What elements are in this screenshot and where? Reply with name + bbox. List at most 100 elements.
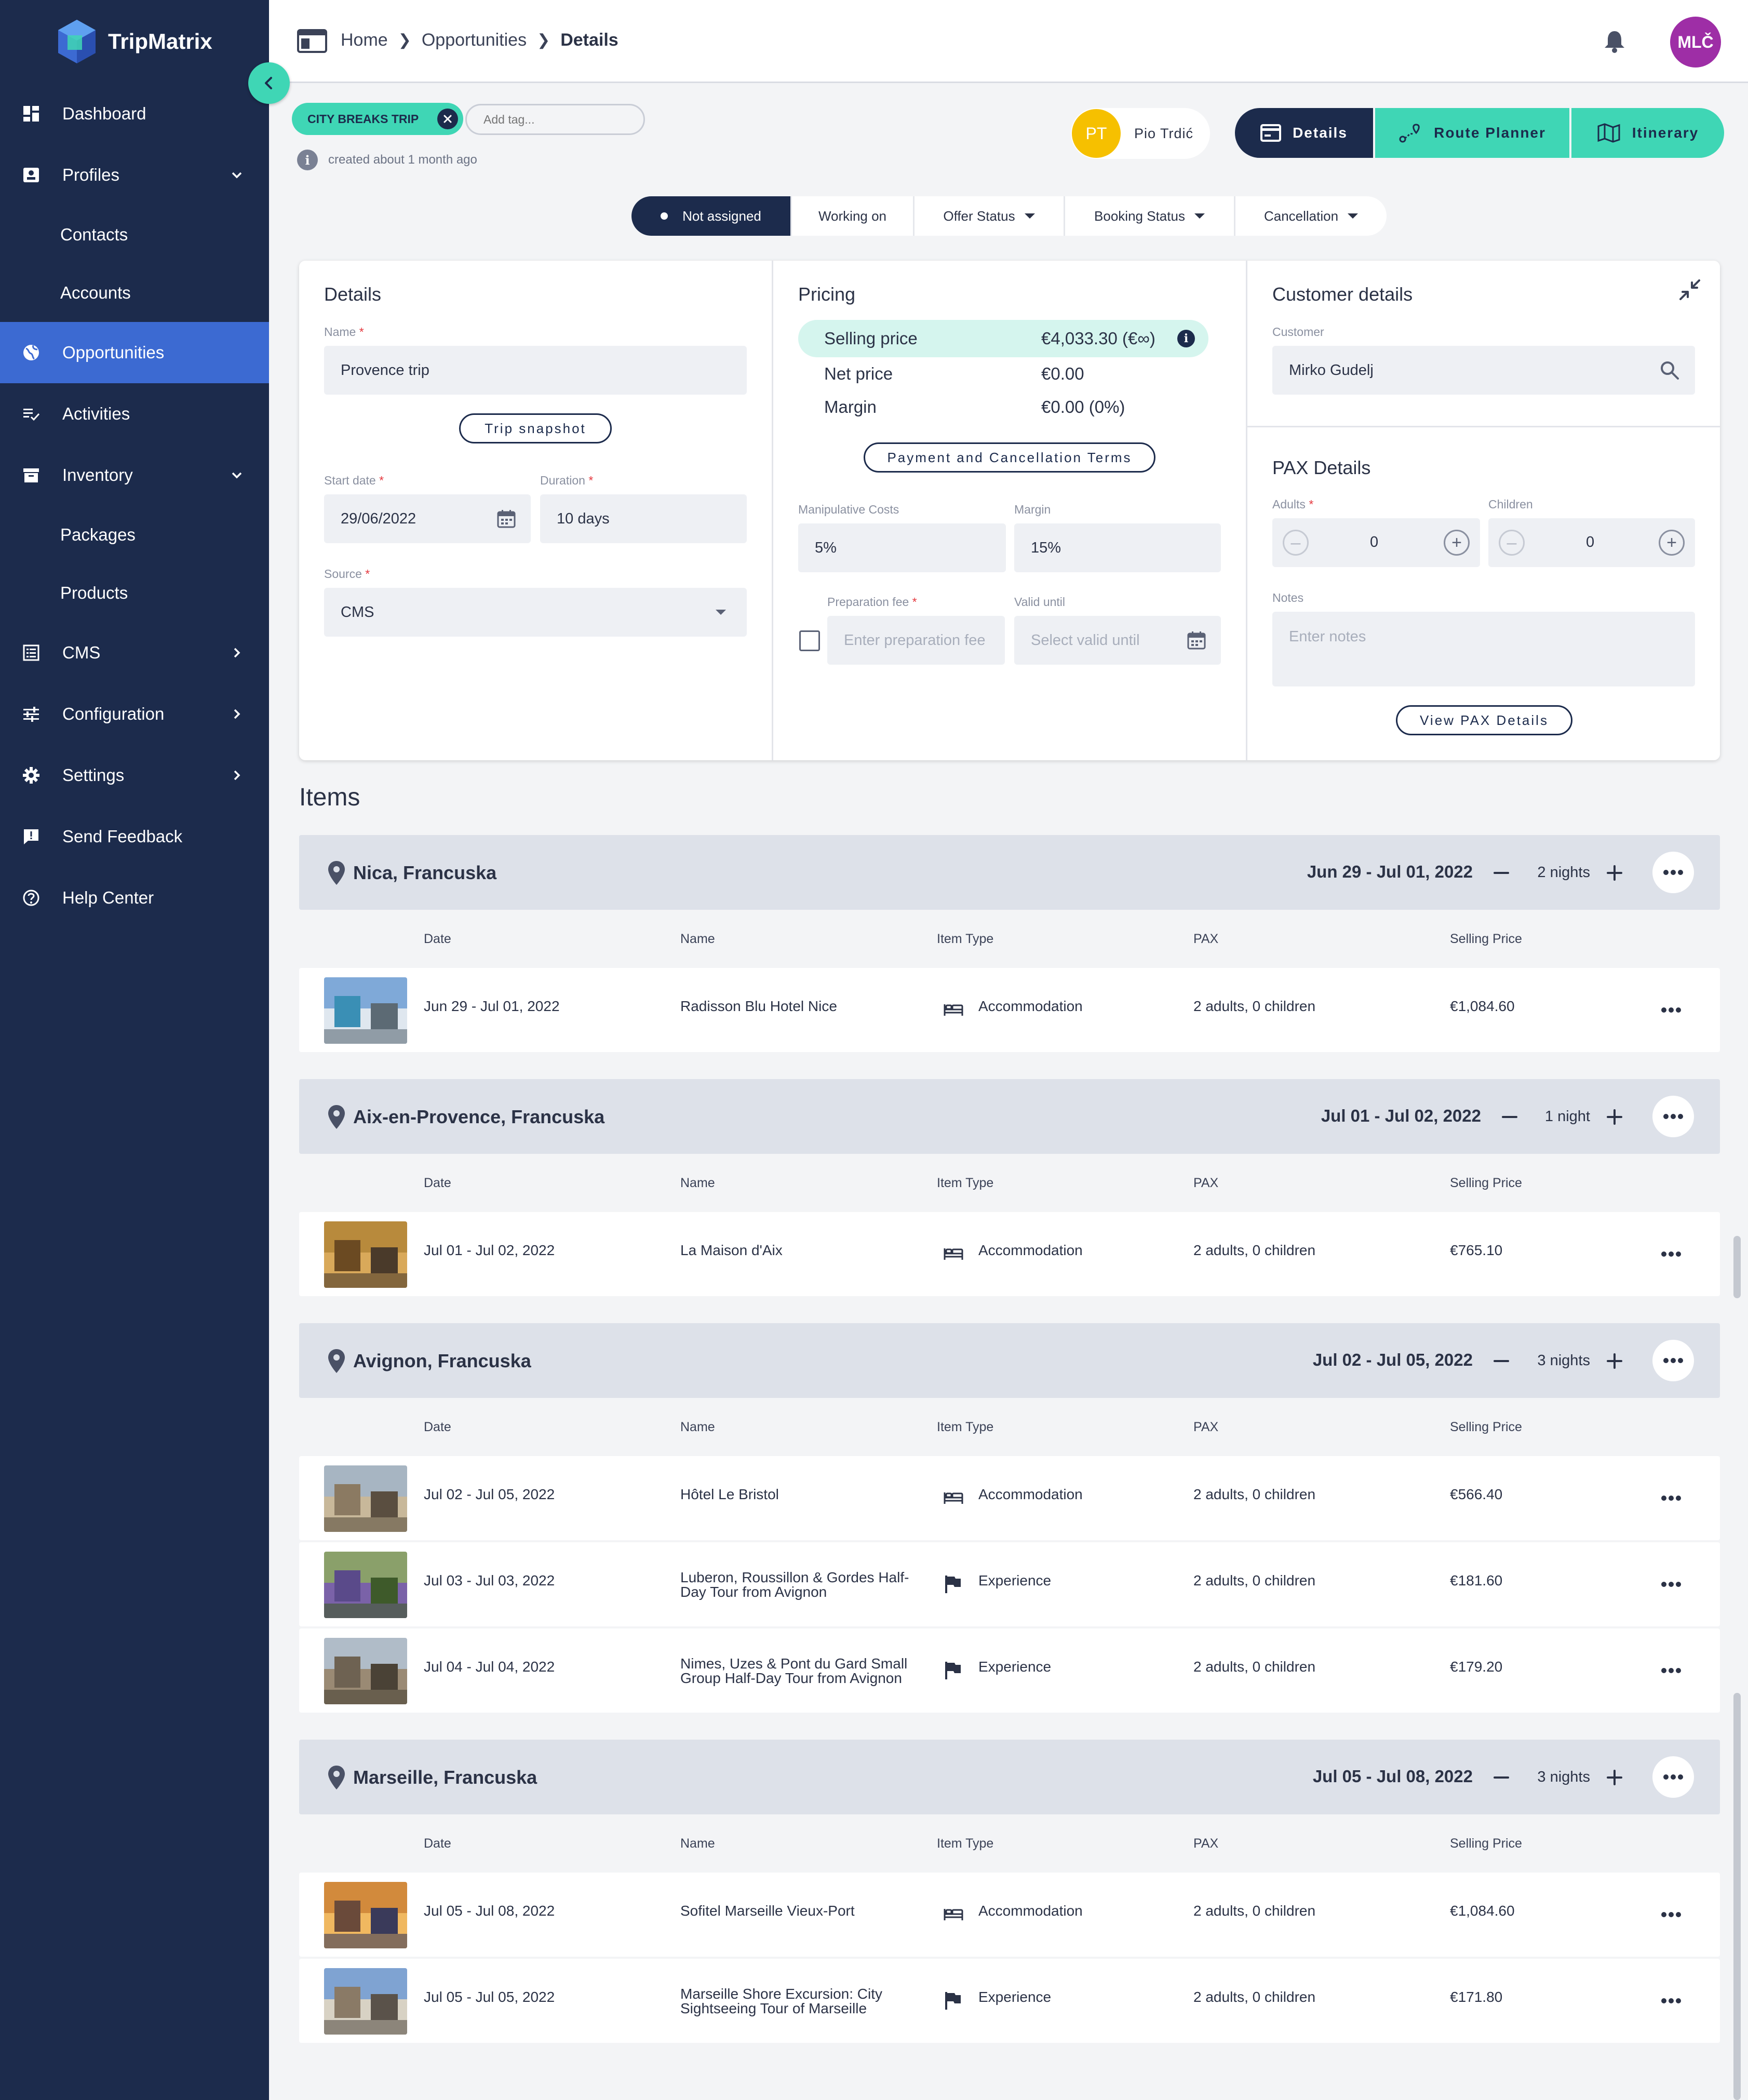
trip-snapshot-button[interactable]: Trip snapshot: [459, 413, 612, 443]
sidebar-item-dashboard[interactable]: Dashboard: [0, 83, 269, 144]
tab-route-planner[interactable]: Route Planner: [1375, 108, 1569, 158]
breadcrumb-home[interactable]: Home: [341, 30, 388, 50]
calendar-icon[interactable]: [1187, 630, 1206, 650]
manipulative-costs-input[interactable]: 5%: [798, 523, 1006, 572]
item-name[interactable]: Sofitel Marseille Vieux-Port: [680, 1903, 855, 1919]
collapse-arrows-icon[interactable]: [1678, 278, 1701, 301]
more-horizontal-icon[interactable]: [1661, 1998, 1682, 2004]
view-pax-details-button[interactable]: View PAX Details: [1396, 705, 1572, 735]
more-horizontal-icon[interactable]: [1661, 1251, 1682, 1257]
group-more-button[interactable]: [1652, 1096, 1694, 1137]
column-date[interactable]: Date: [424, 1836, 451, 1851]
column-item-type[interactable]: Item Type: [937, 1836, 994, 1851]
adults-value[interactable]: 0: [1370, 534, 1379, 550]
assignee-chip[interactable]: PT Pio Trdić: [1071, 108, 1210, 159]
app-logo[interactable]: TripMatrix: [52, 17, 212, 66]
column-name[interactable]: Name: [680, 932, 715, 946]
item-row[interactable]: Jul 05 - Jul 05, 2022 Marseille Shore Exc…: [299, 1959, 1720, 2043]
status-booking-status[interactable]: Booking Status: [1064, 196, 1234, 236]
column-date[interactable]: Date: [424, 1420, 451, 1434]
item-row[interactable]: Jul 03 - Jul 03, 2022 Luberon, Roussillon…: [299, 1542, 1720, 1626]
add-tag-input[interactable]: [465, 104, 645, 135]
source-select[interactable]: CMS: [324, 588, 747, 637]
more-horizontal-icon[interactable]: [1661, 1667, 1682, 1674]
sidebar-item-contacts[interactable]: Contacts: [0, 206, 269, 264]
more-horizontal-icon[interactable]: [1661, 1495, 1682, 1501]
column-item-type[interactable]: Item Type: [937, 1420, 994, 1434]
column-item-type[interactable]: Item Type: [937, 932, 994, 946]
group-more-button[interactable]: [1652, 852, 1694, 893]
item-name[interactable]: La Maison d'Aix: [680, 1242, 783, 1258]
payment-terms-button[interactable]: Payment and Cancellation Terms: [864, 442, 1155, 473]
search-icon[interactable]: [1660, 360, 1679, 380]
column-selling-price[interactable]: Selling Price: [1450, 1420, 1522, 1434]
sidebar-item-accounts[interactable]: Accounts: [0, 264, 269, 322]
customer-search-input[interactable]: Mirko Gudelj: [1272, 346, 1695, 395]
sidebar-item-opportunities[interactable]: Opportunities: [0, 322, 269, 383]
item-name[interactable]: Nimes, Uzes & Pont du Gard Small Group H…: [680, 1655, 908, 1686]
info-icon[interactable]: i: [1177, 330, 1195, 347]
column-date[interactable]: Date: [424, 932, 451, 946]
column-date[interactable]: Date: [424, 1176, 451, 1190]
item-name[interactable]: Marseille Shore Excursion: City Sightsee…: [680, 1986, 883, 2016]
children-value[interactable]: 0: [1586, 534, 1595, 550]
add-night-button[interactable]: [1602, 1348, 1628, 1374]
column-name[interactable]: Name: [680, 1836, 715, 1851]
sidebar-item-profiles[interactable]: Profiles: [0, 144, 269, 206]
column-selling-price[interactable]: Selling Price: [1450, 1836, 1522, 1851]
add-night-button[interactable]: [1602, 1765, 1628, 1791]
column-pax[interactable]: PAX: [1193, 1836, 1219, 1851]
sidebar-item-settings[interactable]: Settings: [0, 745, 269, 806]
adults-decrement-button[interactable]: –: [1283, 530, 1309, 556]
add-night-button[interactable]: [1602, 860, 1628, 886]
remove-tag-button[interactable]: [437, 109, 459, 129]
column-pax[interactable]: PAX: [1193, 1176, 1219, 1190]
sidebar-item-products[interactable]: Products: [0, 564, 269, 622]
status-offer-status[interactable]: Offer Status: [913, 196, 1064, 236]
margin-input[interactable]: 15%: [1014, 523, 1221, 572]
bell-icon[interactable]: [1602, 28, 1628, 54]
group-more-button[interactable]: [1652, 1340, 1694, 1381]
tab-details[interactable]: Details: [1235, 108, 1373, 158]
status-working-on[interactable]: Working on: [790, 196, 913, 236]
add-night-button[interactable]: [1602, 1104, 1628, 1130]
scrollbar-thumb[interactable]: [1733, 1236, 1741, 1298]
children-decrement-button[interactable]: –: [1499, 530, 1525, 556]
sidebar-item-send-feedback[interactable]: Send Feedback: [0, 806, 269, 867]
preparation-fee-checkbox[interactable]: [799, 630, 820, 651]
remove-night-button[interactable]: [1488, 860, 1514, 886]
sidebar-item-cms[interactable]: CMS: [0, 622, 269, 683]
more-horizontal-icon[interactable]: [1661, 1911, 1682, 1918]
user-avatar[interactable]: MLČ: [1670, 17, 1721, 68]
item-row[interactable]: Jul 01 - Jul 02, 2022 La Maison d'Aix Acco…: [299, 1212, 1720, 1296]
calendar-icon[interactable]: [496, 509, 516, 529]
group-more-button[interactable]: [1652, 1756, 1694, 1798]
more-horizontal-icon[interactable]: [1661, 1007, 1682, 1013]
item-row[interactable]: Jun 29 - Jul 01, 2022 Radisson Blu Hotel …: [299, 968, 1720, 1052]
remove-night-button[interactable]: [1488, 1765, 1514, 1791]
item-row[interactable]: Jul 04 - Jul 04, 2022 Nimes, Uzes & Pont …: [299, 1628, 1720, 1713]
sidebar-item-configuration[interactable]: Configuration: [0, 683, 269, 745]
scrollbar-thumb[interactable]: [1733, 1693, 1741, 2100]
preparation-fee-input[interactable]: Enter preparation fee: [827, 616, 1005, 665]
collapse-sidebar-button[interactable]: [248, 62, 290, 104]
status-not-assigned[interactable]: Not assigned: [631, 196, 790, 236]
item-row[interactable]: Jul 05 - Jul 08, 2022 Sofitel Marseille V…: [299, 1873, 1720, 1957]
item-name[interactable]: Luberon, Roussillon & Gordes Half-Day To…: [680, 1569, 909, 1600]
sidebar-item-activities[interactable]: Activities: [0, 383, 269, 445]
name-input[interactable]: Provence trip: [324, 346, 747, 395]
item-name[interactable]: Radisson Blu Hotel Nice: [680, 998, 837, 1014]
valid-until-input[interactable]: Select valid until: [1014, 616, 1221, 665]
column-name[interactable]: Name: [680, 1420, 715, 1434]
column-item-type[interactable]: Item Type: [937, 1176, 994, 1190]
more-horizontal-icon[interactable]: [1661, 1581, 1682, 1587]
column-pax[interactable]: PAX: [1193, 1420, 1219, 1434]
sidebar-item-help-center[interactable]: Help Center: [0, 867, 269, 928]
start-date-input[interactable]: 29/06/2022: [324, 494, 531, 543]
remove-night-button[interactable]: [1488, 1348, 1514, 1374]
column-selling-price[interactable]: Selling Price: [1450, 932, 1522, 946]
column-selling-price[interactable]: Selling Price: [1450, 1176, 1522, 1190]
item-name[interactable]: Hôtel Le Bristol: [680, 1486, 779, 1502]
column-pax[interactable]: PAX: [1193, 932, 1219, 946]
sidebar-item-inventory[interactable]: Inventory: [0, 445, 269, 506]
